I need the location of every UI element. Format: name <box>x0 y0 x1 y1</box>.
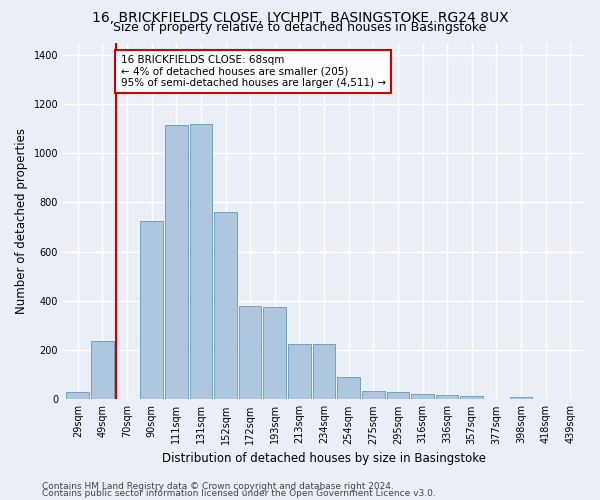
Bar <box>165 125 188 400</box>
Bar <box>436 395 458 400</box>
Bar <box>140 221 163 400</box>
Text: Size of property relative to detached houses in Basingstoke: Size of property relative to detached ho… <box>113 22 487 35</box>
Text: 16 BRICKFIELDS CLOSE: 68sqm
← 4% of detached houses are smaller (205)
95% of sem: 16 BRICKFIELDS CLOSE: 68sqm ← 4% of deta… <box>121 55 386 88</box>
Text: Contains HM Land Registry data © Crown copyright and database right 2024.: Contains HM Land Registry data © Crown c… <box>42 482 394 491</box>
Bar <box>263 307 286 400</box>
Bar <box>67 392 89 400</box>
Bar <box>239 306 262 400</box>
Bar <box>337 377 360 400</box>
Bar <box>362 391 385 400</box>
Bar <box>509 397 532 400</box>
Bar <box>313 344 335 400</box>
Bar <box>91 342 114 400</box>
Text: Contains public sector information licensed under the Open Government Licence v3: Contains public sector information licen… <box>42 489 436 498</box>
Bar <box>386 392 409 400</box>
Text: 16, BRICKFIELDS CLOSE, LYCHPIT, BASINGSTOKE, RG24 8UX: 16, BRICKFIELDS CLOSE, LYCHPIT, BASINGST… <box>92 11 508 25</box>
Bar <box>190 124 212 400</box>
X-axis label: Distribution of detached houses by size in Basingstoke: Distribution of detached houses by size … <box>162 452 486 465</box>
Bar <box>411 394 434 400</box>
Bar <box>288 344 311 400</box>
Bar <box>460 396 483 400</box>
Bar <box>214 212 237 400</box>
Y-axis label: Number of detached properties: Number of detached properties <box>15 128 28 314</box>
